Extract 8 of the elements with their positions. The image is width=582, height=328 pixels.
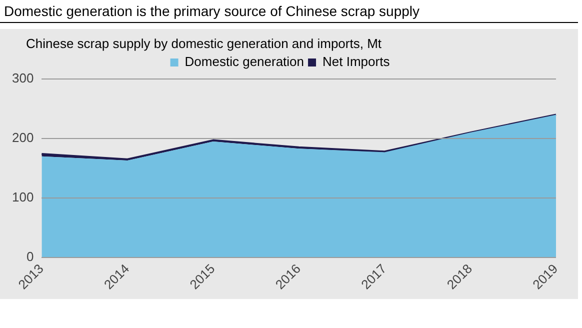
y-tick-label: 100 (12, 190, 34, 205)
legend-label: Domestic generation (184, 54, 304, 70)
y-tick-label: 0 (26, 249, 34, 264)
chart-title: Domestic generation is the primary source of Chinese scrap supply (0, 0, 578, 23)
legend-label: Net Imports (322, 54, 390, 70)
y-tick-label: 300 (12, 70, 34, 86)
y-tick-label: 200 (12, 130, 34, 146)
chart-subtitle: Chinese scrap supply by domestic generation and imports, Mt (25, 35, 383, 52)
